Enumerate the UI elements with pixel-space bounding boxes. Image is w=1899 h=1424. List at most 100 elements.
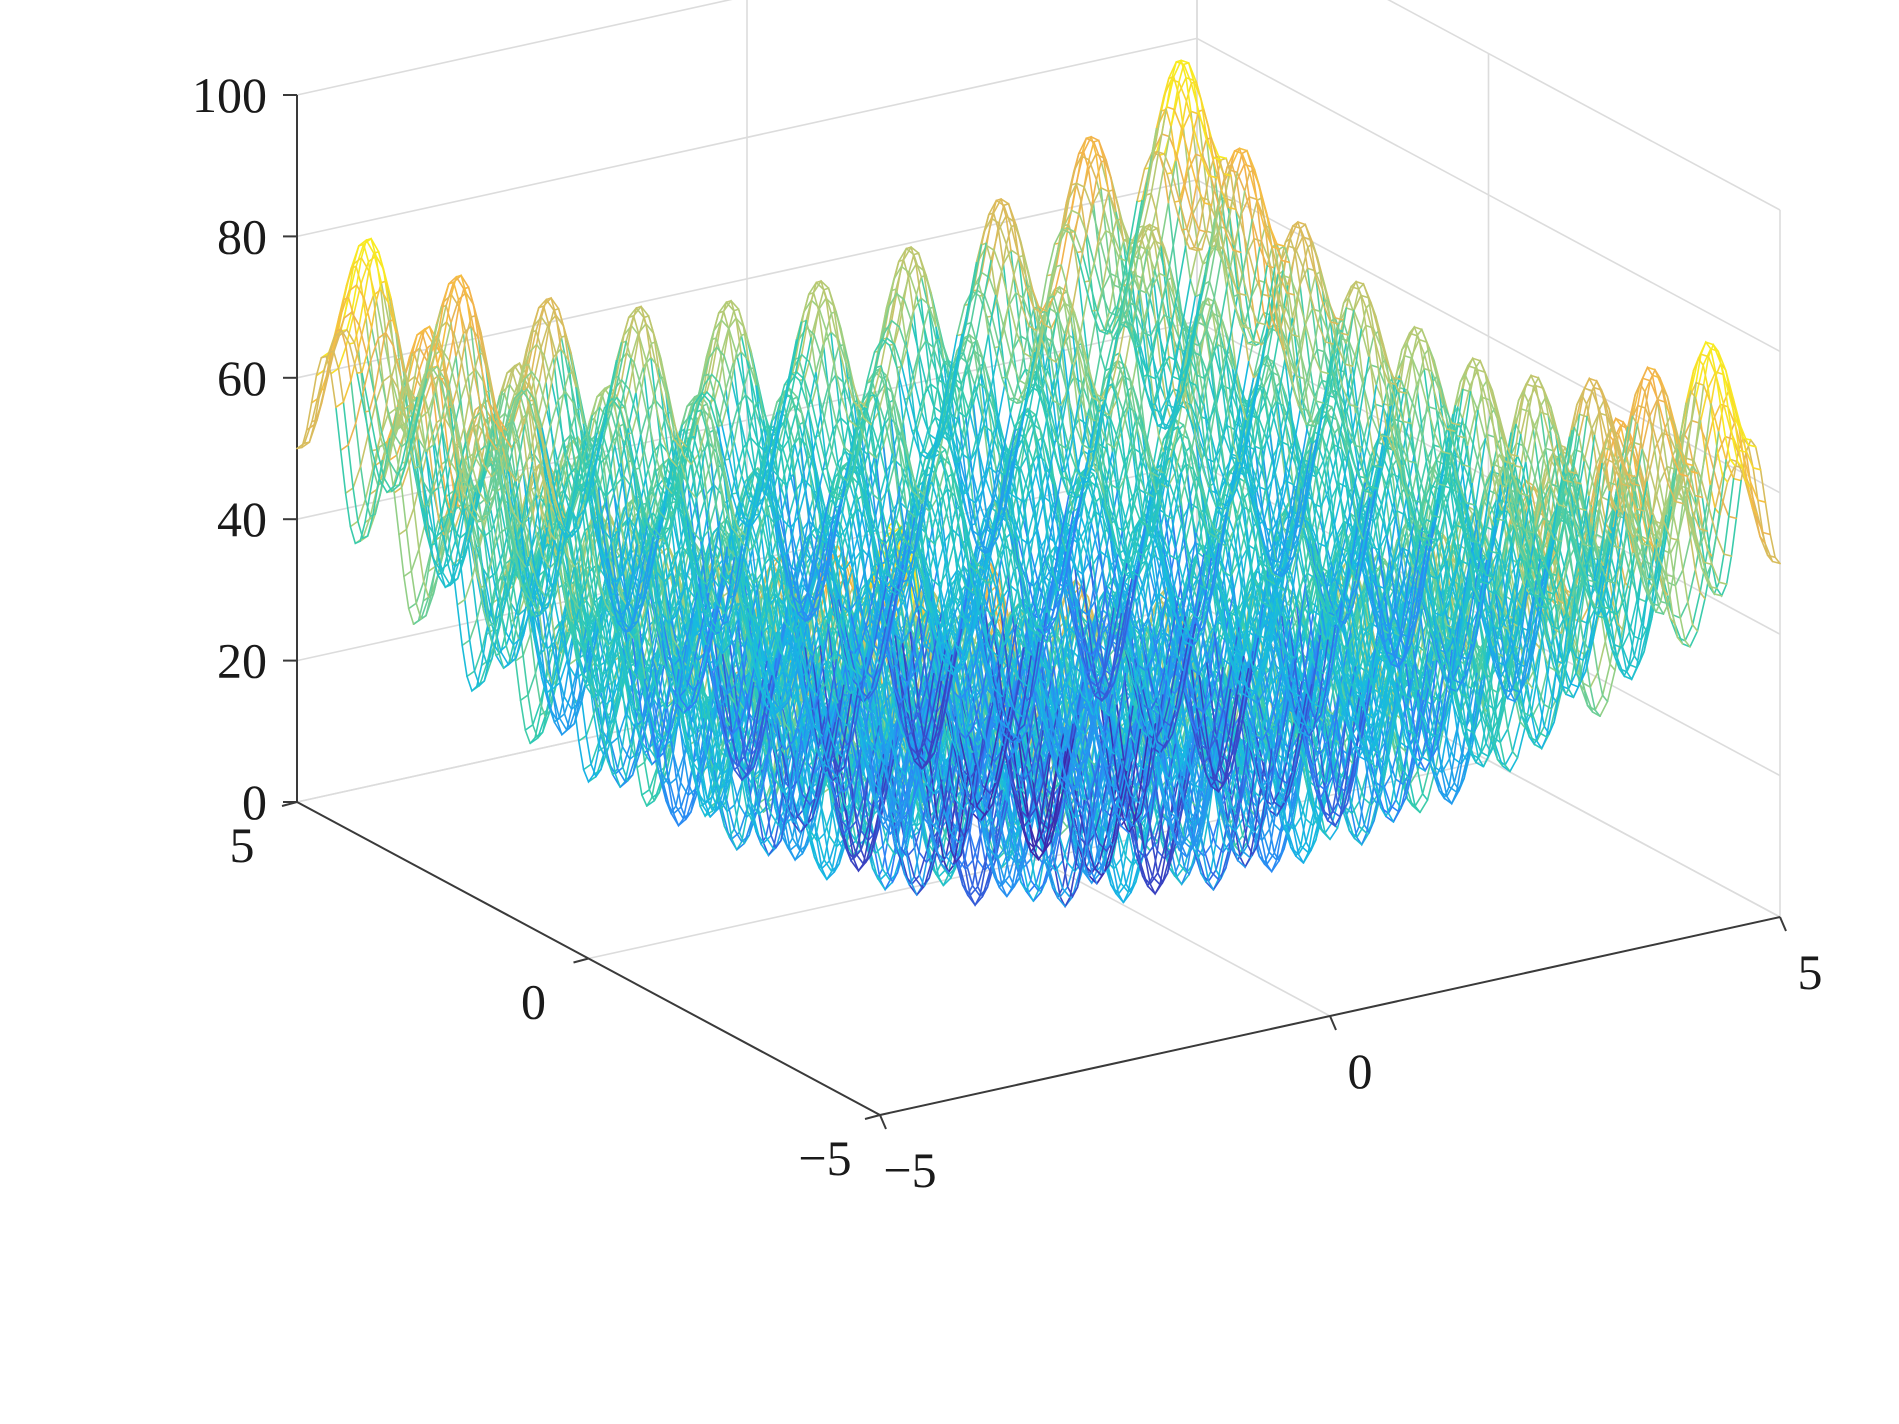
surface-mesh-line xyxy=(1377,643,1419,796)
surface-mesh-line xyxy=(897,377,939,516)
surface-mesh-line xyxy=(731,400,772,495)
surface-mesh-line xyxy=(1295,603,1337,724)
surface-mesh-line xyxy=(791,279,832,375)
surface-mesh-line xyxy=(1228,147,1270,330)
surface-mesh-line xyxy=(1469,359,1511,514)
x-tick-label-minus5: −5 xyxy=(883,1142,936,1198)
surface-mesh-line xyxy=(894,633,935,763)
surface-mesh-line xyxy=(1539,411,1581,522)
surface-mesh-line xyxy=(716,411,778,528)
surface-mesh-line xyxy=(1218,150,1281,250)
surface-mesh-line xyxy=(1108,351,1150,534)
surface-mesh-line xyxy=(1452,364,1514,465)
surface-mesh-line xyxy=(1063,588,1104,709)
surface-mesh-line xyxy=(1710,361,1751,488)
surface-mesh-line xyxy=(524,433,587,568)
surface-mesh-line xyxy=(783,662,846,774)
z-tick-label-60: 60 xyxy=(217,350,267,406)
surface-mesh-line xyxy=(649,475,712,618)
y-tick-label-minus5: −5 xyxy=(798,1130,851,1186)
x-tick-mark xyxy=(1329,1015,1337,1031)
surface-mesh-line xyxy=(1212,739,1254,891)
surface-mesh-line xyxy=(1103,223,1166,400)
x-tick-label-0: 0 xyxy=(1348,1043,1373,1099)
surface-mesh-line xyxy=(529,466,592,601)
surface-mesh-line xyxy=(551,407,592,502)
surface-mesh-line xyxy=(375,299,438,421)
surface-mesh-line xyxy=(1338,296,1379,465)
surface-mesh-line xyxy=(965,271,1028,386)
surface-mesh-line xyxy=(1254,445,1295,575)
surface-mesh-line xyxy=(1299,283,1340,413)
surface-mesh-line xyxy=(301,328,363,449)
surface-mesh-line xyxy=(1557,490,1619,625)
surface-mesh-line xyxy=(409,450,472,572)
surface-mesh-line xyxy=(901,333,963,459)
surface-mesh-line xyxy=(905,316,968,441)
surface-mesh-line xyxy=(543,371,585,466)
surface-mesh-line xyxy=(1137,288,1178,427)
surface-mesh-line xyxy=(1155,424,1217,539)
surface-mesh-line xyxy=(858,370,921,499)
surface-mesh-line xyxy=(1091,217,1132,312)
surface-mesh-line xyxy=(378,386,420,481)
surface-mesh-line xyxy=(476,388,538,523)
surface-mesh-line xyxy=(639,399,702,542)
surface-mesh-line xyxy=(829,450,892,579)
surface-mesh-line xyxy=(356,372,418,494)
surface-mesh-line xyxy=(575,658,617,779)
surface-mesh-line xyxy=(706,615,748,745)
surface-mesh-line xyxy=(1356,675,1418,839)
surface-mesh-line xyxy=(1134,785,1176,896)
surface-mesh-line xyxy=(1198,673,1239,794)
surface-mesh-line xyxy=(1331,503,1373,627)
surface-mesh-line xyxy=(957,410,999,549)
surface-mesh-line xyxy=(837,584,900,700)
surface-mesh-line xyxy=(1182,127,1223,266)
surface-mesh-line xyxy=(1359,550,1401,661)
surface-mesh-line xyxy=(1115,702,1157,822)
surface-mesh-line xyxy=(363,318,405,413)
surface-mesh-line xyxy=(1257,323,1320,424)
surface-mesh-line xyxy=(534,594,575,724)
surface-mesh-line xyxy=(1197,113,1238,252)
surface-mesh-line xyxy=(956,290,1018,405)
surface-mesh-line xyxy=(974,733,1016,888)
surface-mesh-line xyxy=(795,299,858,428)
surface-mesh-line xyxy=(1303,572,1344,693)
z-tick-label-20: 20 xyxy=(217,633,267,689)
surface-mesh-line xyxy=(783,291,825,386)
surface-mesh-line xyxy=(711,669,773,782)
surface-mesh-line xyxy=(589,505,652,617)
surface-mesh-line xyxy=(957,510,1020,673)
surface-mesh-line xyxy=(522,472,564,611)
surface-mesh-line xyxy=(417,501,480,622)
surface-mesh-line xyxy=(1014,534,1055,664)
surface-mesh-line xyxy=(1119,202,1182,337)
surface-mesh-line xyxy=(1187,765,1250,881)
surface-mesh-line xyxy=(1113,272,1175,449)
surface-mesh-line xyxy=(1176,384,1239,561)
surface-mesh-line xyxy=(963,647,1026,763)
surface-mesh-line xyxy=(1501,373,1542,511)
surface-mesh-line xyxy=(1412,647,1453,758)
surface-mesh-line xyxy=(823,715,864,836)
surface-mesh-line xyxy=(339,331,402,452)
surface-mesh-line xyxy=(1664,384,1705,503)
surface-mesh-line xyxy=(1108,239,1171,416)
surface-mesh-line xyxy=(1151,625,1193,749)
surface-mesh-line xyxy=(1262,304,1325,404)
surface-mesh-line xyxy=(1487,589,1528,701)
surface-mesh-line xyxy=(1363,526,1404,647)
grid-line-backleft-z xyxy=(296,0,733,96)
surface-mesh-line xyxy=(1413,405,1475,506)
surface-mesh-line xyxy=(1430,550,1493,685)
surface-mesh-line xyxy=(650,694,692,815)
surface-mesh-line xyxy=(1145,133,1208,233)
surface-mesh-line xyxy=(1181,424,1243,601)
surface-mesh-line xyxy=(1009,368,1072,483)
surface-mesh-line xyxy=(1174,703,1237,832)
surface-mesh-line xyxy=(819,643,860,773)
surface-mesh-line xyxy=(625,305,687,448)
surface-mesh-line xyxy=(1066,545,1108,675)
